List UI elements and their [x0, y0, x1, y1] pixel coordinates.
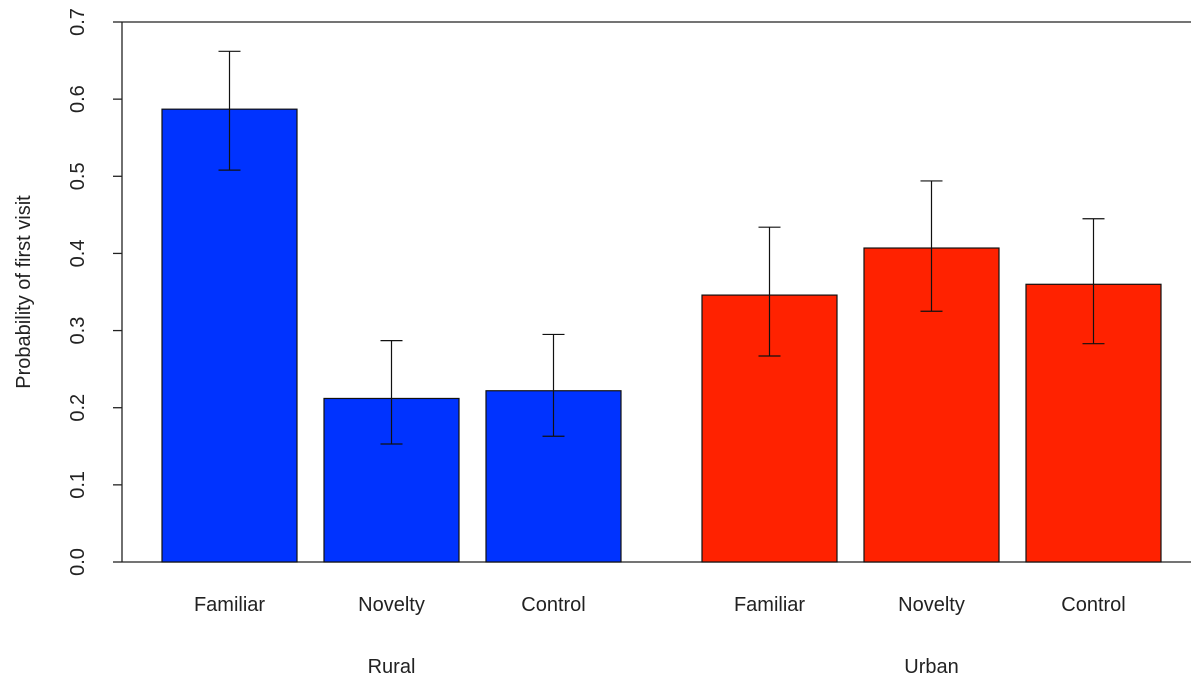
y-tick-label: 0.0 — [67, 548, 89, 576]
bars — [161, 50, 1162, 563]
y-tick-label: 0.2 — [67, 394, 89, 422]
y-tick-label: 0.5 — [67, 162, 89, 190]
y-axis-title: Probability of first visit — [13, 195, 35, 389]
category-label: Familiar — [194, 594, 265, 616]
group-label: Urban — [904, 656, 958, 678]
category-label: Familiar — [734, 594, 805, 616]
category-label: Novelty — [358, 594, 425, 616]
y-tick-label: 0.1 — [67, 471, 89, 499]
y-ticks: 0.0 0.1 0.2 0.3 0.4 0.5 0.6 0.7 — [67, 8, 122, 576]
group-labels: Rural Urban — [368, 656, 959, 678]
axes — [121, 21, 1191, 563]
category-label: Control — [1061, 594, 1125, 616]
category-label: Control — [521, 594, 585, 616]
group-label: Rural — [368, 656, 416, 678]
y-tick-label: 0.6 — [67, 85, 89, 113]
y-tick-label: 0.4 — [67, 240, 89, 268]
bar — [161, 108, 298, 563]
y-tick-label: 0.3 — [67, 317, 89, 345]
category-labels: Familiar Novelty Control Familiar Novelty Con… — [194, 594, 1126, 616]
y-tick-label: 0.7 — [67, 8, 89, 36]
category-label: Novelty — [898, 594, 965, 616]
